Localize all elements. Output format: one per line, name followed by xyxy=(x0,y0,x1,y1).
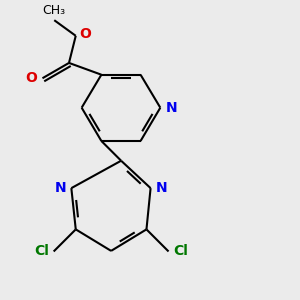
Text: O: O xyxy=(79,27,91,41)
Text: Cl: Cl xyxy=(173,244,188,259)
Text: N: N xyxy=(156,181,167,195)
Text: CH₃: CH₃ xyxy=(43,4,66,17)
Text: Cl: Cl xyxy=(34,244,49,259)
Text: N: N xyxy=(166,101,177,115)
Text: O: O xyxy=(25,71,37,85)
Text: N: N xyxy=(54,181,66,195)
